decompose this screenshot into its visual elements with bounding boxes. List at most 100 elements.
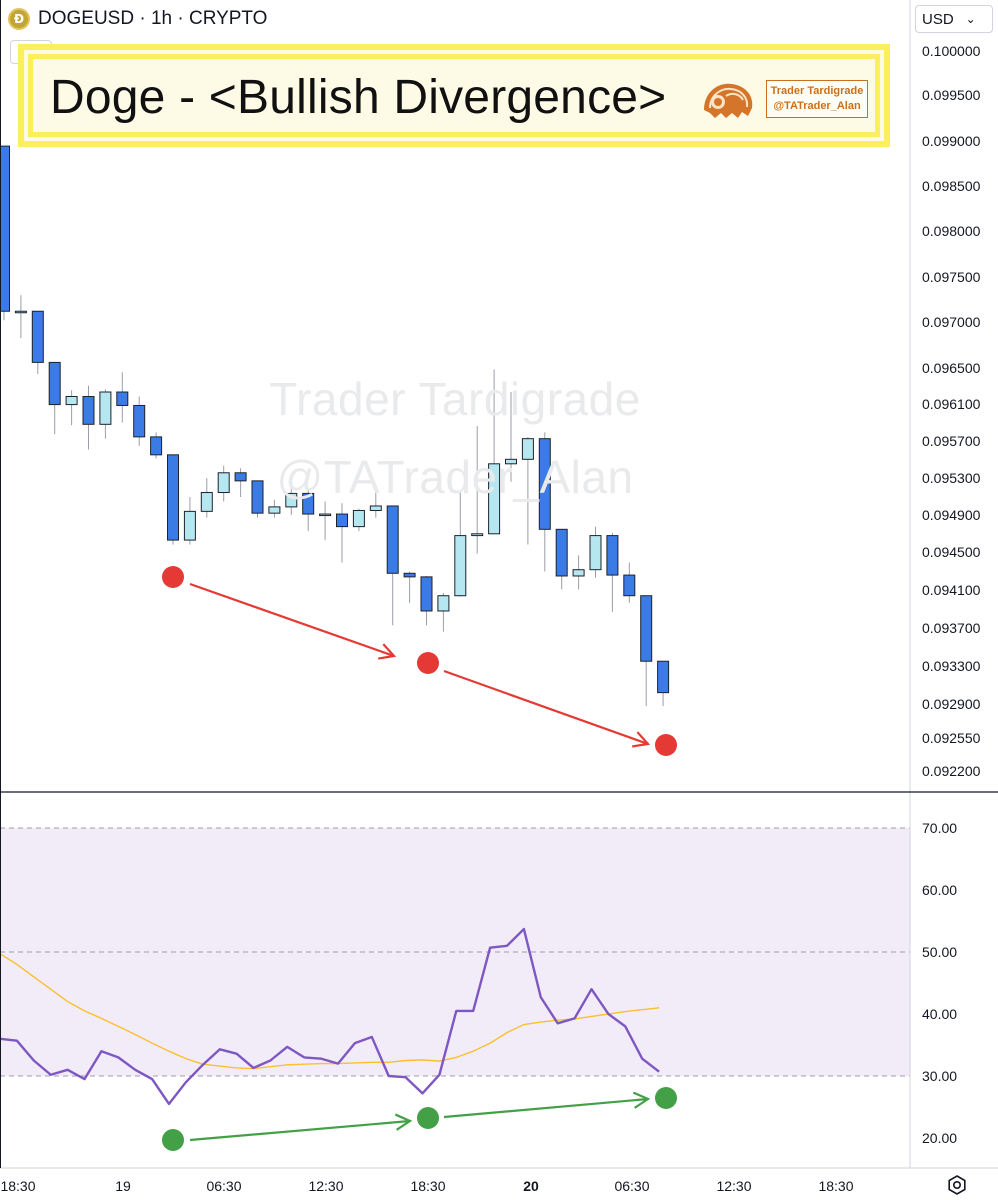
arrow-head bbox=[632, 1091, 651, 1109]
arrow-head bbox=[394, 1113, 413, 1131]
candle-body bbox=[319, 513, 332, 517]
rsi-low-marker bbox=[655, 1087, 677, 1109]
rsi-tick-label: 60.00 bbox=[922, 882, 957, 898]
candle bbox=[403, 571, 416, 603]
price-tick-label: 0.099500 bbox=[922, 87, 981, 103]
price-tick-label: 0.094900 bbox=[922, 507, 981, 523]
price-tick-label: 0.098000 bbox=[922, 223, 981, 239]
time-tick-label: 18:30 bbox=[818, 1178, 853, 1194]
symbol-title: DOGEUSD · 1h · CRYPTO bbox=[38, 8, 268, 29]
candle bbox=[420, 575, 433, 626]
price-tick-label: 0.092550 bbox=[922, 730, 981, 746]
rsi-pane[interactable] bbox=[0, 827, 910, 1106]
candle bbox=[217, 465, 230, 502]
candle-body bbox=[386, 505, 399, 574]
price-low-marker bbox=[655, 734, 677, 756]
candle-body bbox=[640, 595, 653, 662]
chevron-down-icon: ⌄ bbox=[965, 12, 976, 26]
price-tick-label: 0.095300 bbox=[922, 470, 981, 486]
candle bbox=[555, 528, 568, 590]
candle-body bbox=[48, 361, 61, 406]
candle bbox=[538, 432, 551, 572]
candle bbox=[285, 486, 298, 515]
time-tick-label: 12:30 bbox=[308, 1178, 343, 1194]
candle bbox=[302, 488, 315, 532]
title-banner: Doge - <Bullish Divergence> Trader Tardi… bbox=[18, 44, 890, 147]
rsi-tick-label: 70.00 bbox=[922, 820, 957, 836]
candle-body bbox=[369, 505, 382, 511]
candle bbox=[488, 369, 501, 535]
symbol-header[interactable]: Ð DOGEUSD · 1h · CRYPTO bbox=[8, 6, 267, 32]
candle-body bbox=[82, 395, 95, 425]
candle-body bbox=[488, 463, 501, 535]
price-tick-label: 0.097000 bbox=[922, 314, 981, 330]
candle bbox=[319, 501, 332, 541]
currency-select[interactable]: USD ⌄ bbox=[915, 5, 993, 33]
candle bbox=[640, 595, 653, 707]
dogecoin-icon: Ð bbox=[8, 8, 30, 30]
rsi-low-marker bbox=[162, 1129, 184, 1151]
candle bbox=[116, 372, 129, 423]
candle-body bbox=[133, 404, 146, 438]
candle bbox=[133, 396, 146, 446]
candle-body bbox=[471, 533, 484, 537]
candle bbox=[251, 480, 264, 518]
candle bbox=[99, 389, 112, 439]
price-divergence-arrow bbox=[189, 582, 395, 658]
price-pane[interactable] bbox=[0, 145, 670, 707]
candle-body bbox=[302, 492, 315, 515]
price-tick-label: 0.094500 bbox=[922, 544, 981, 560]
rsi-tick-label: 20.00 bbox=[922, 1130, 957, 1146]
candle-body bbox=[167, 454, 179, 541]
candle bbox=[386, 505, 399, 626]
candle bbox=[336, 503, 348, 563]
price-tick-label: 0.092900 bbox=[922, 696, 981, 712]
rsi-low-marker bbox=[417, 1107, 439, 1129]
candle bbox=[454, 492, 467, 597]
candle-body bbox=[437, 595, 450, 612]
divergence-annotations bbox=[162, 566, 677, 1151]
price-low-marker bbox=[417, 652, 439, 674]
candle-body bbox=[217, 472, 230, 494]
candle bbox=[369, 490, 382, 518]
candle-body bbox=[403, 572, 416, 578]
candle-body bbox=[572, 569, 585, 577]
tardigrade-logo-icon bbox=[704, 83, 753, 118]
candle-body bbox=[251, 480, 264, 514]
price-low-marker bbox=[162, 566, 184, 588]
candle-body bbox=[31, 310, 44, 363]
candle-body bbox=[454, 535, 467, 597]
candle bbox=[572, 555, 585, 590]
candle bbox=[623, 562, 636, 603]
candle-body bbox=[420, 576, 433, 612]
candle bbox=[150, 432, 163, 459]
price-tick-label: 0.096500 bbox=[922, 360, 981, 376]
arrow-head bbox=[632, 731, 651, 748]
price-tick-label: 0.099000 bbox=[922, 133, 981, 149]
candle-body bbox=[623, 574, 636, 597]
price-tick-label: 0.096100 bbox=[922, 396, 981, 412]
candle-body bbox=[538, 438, 551, 530]
rsi-tick-label: 40.00 bbox=[922, 1006, 957, 1022]
candle-body bbox=[183, 510, 196, 541]
candle bbox=[657, 660, 670, 707]
chart-settings-button[interactable] bbox=[944, 1172, 970, 1198]
rsi-tick-label: 50.00 bbox=[922, 944, 957, 960]
brand-name: Trader Tardigrade bbox=[770, 85, 864, 97]
price-tick-label: 0.098500 bbox=[922, 178, 981, 194]
candle-body bbox=[336, 513, 348, 528]
candle bbox=[437, 593, 450, 632]
gear-icon bbox=[948, 1175, 966, 1195]
candle bbox=[521, 436, 534, 545]
candle bbox=[268, 499, 281, 518]
candle-body bbox=[505, 458, 517, 465]
candle bbox=[167, 454, 179, 545]
candle bbox=[234, 468, 247, 498]
candle bbox=[0, 145, 10, 321]
rsi-divergence-arrow bbox=[189, 1119, 411, 1142]
candle-body bbox=[589, 535, 602, 571]
rsi-tick-label: 30.00 bbox=[922, 1068, 957, 1084]
time-tick-label: 18:30 bbox=[410, 1178, 445, 1194]
candle-body bbox=[150, 436, 163, 456]
